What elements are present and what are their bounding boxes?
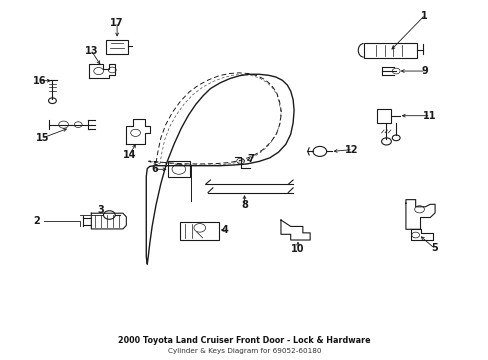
Text: 13: 13 [84,46,98,56]
Text: 10: 10 [291,244,304,253]
Text: 17: 17 [110,18,123,28]
Bar [106,40,127,54]
Text: 9: 9 [420,66,427,76]
Bar [376,109,390,123]
Text: 4: 4 [221,225,228,235]
Bar [180,222,219,240]
Text: 14: 14 [122,150,136,160]
Text: 7: 7 [246,154,253,164]
Text: 12: 12 [344,145,358,155]
Bar [168,161,189,177]
Text: 1: 1 [420,11,427,21]
Text: 5: 5 [430,243,437,253]
Text: 6: 6 [151,164,158,174]
Text: 8: 8 [241,200,247,210]
Text: 2: 2 [33,216,40,226]
Text: 2000 Toyota Land Cruiser Front Door - Lock & Hardware: 2000 Toyota Land Cruiser Front Door - Lo… [118,336,370,345]
Bar [363,43,416,58]
Text: 3: 3 [98,205,104,215]
Text: 11: 11 [422,111,435,121]
Text: Cylinder & Keys Diagram for 69052-60180: Cylinder & Keys Diagram for 69052-60180 [167,348,321,355]
Text: 16: 16 [33,76,46,86]
Text: 15: 15 [36,133,49,143]
